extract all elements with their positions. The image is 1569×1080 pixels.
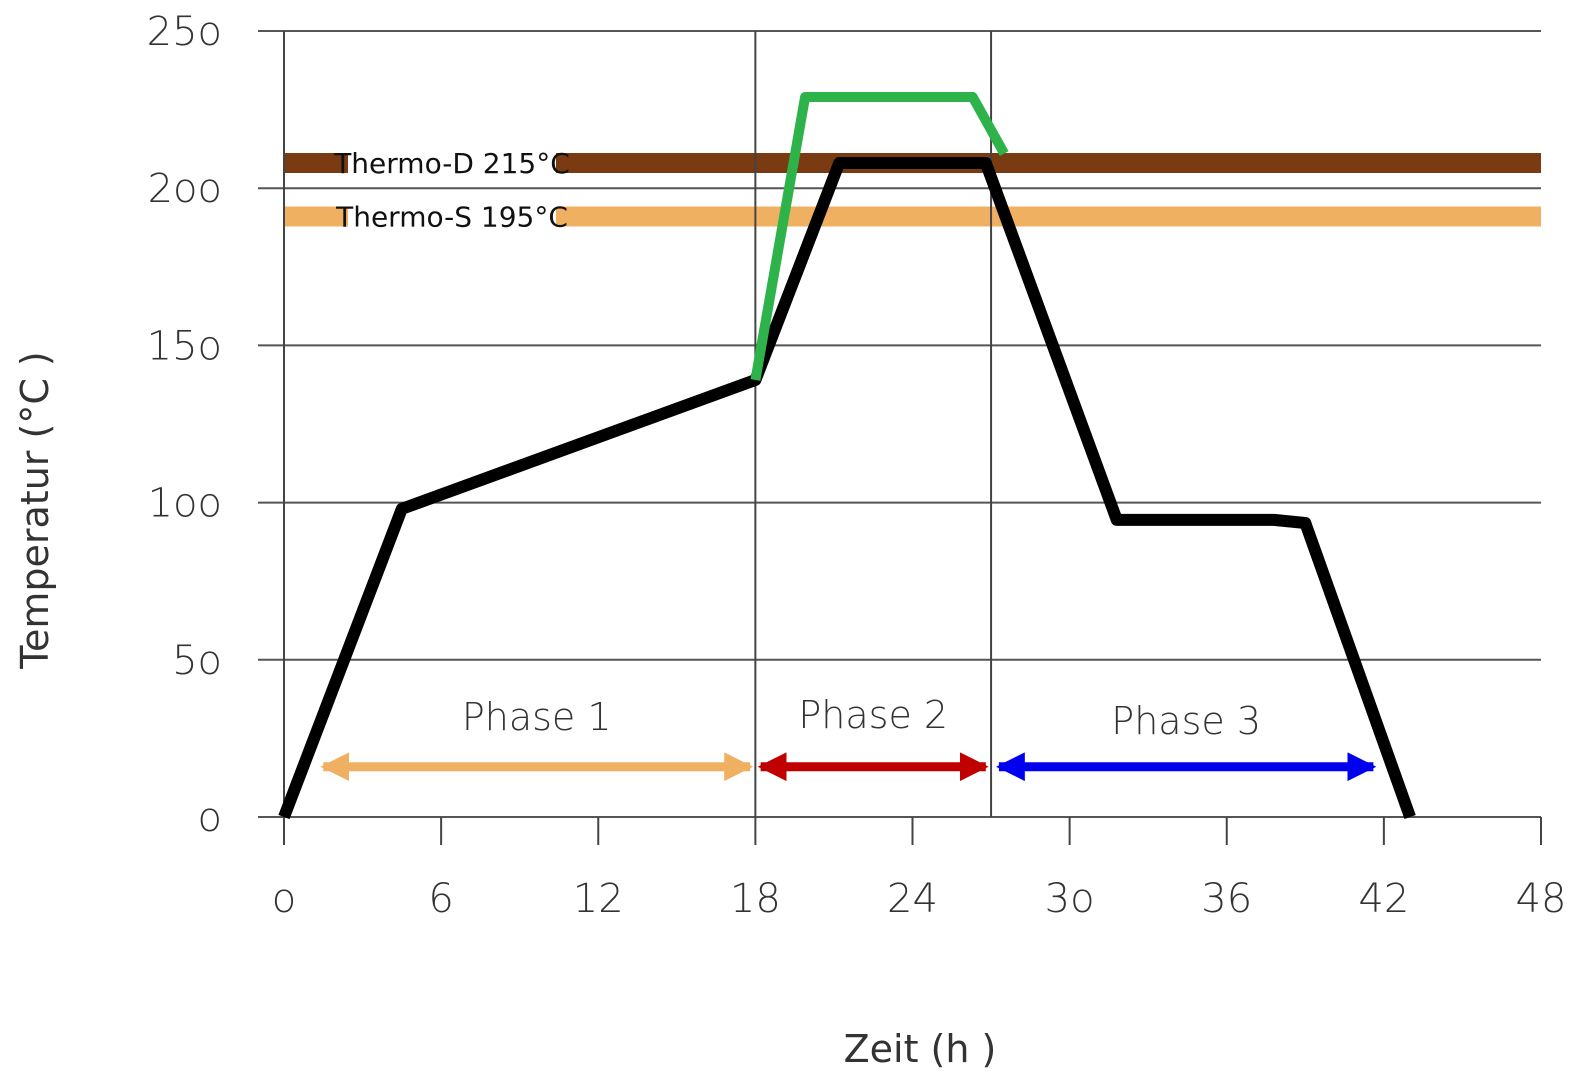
x-tick-label: 42 [1358, 876, 1409, 922]
x-tick-label: 18 [730, 876, 781, 922]
data-series [278, 92, 1416, 820]
x-tick-label: 6 [428, 876, 453, 922]
reference-band-label: Thermo-D 215°C [333, 147, 570, 180]
y-axis-title: Temperatur (°C ) [13, 351, 57, 670]
reference-band-label: Thermo-S 195°C [335, 200, 568, 233]
x-axis-title: Zeit (h ) [844, 1027, 997, 1071]
y-tick-label: 15o [147, 323, 222, 369]
phase-2-label: Phase 2 [798, 693, 948, 737]
x-tick-label: 12 [573, 876, 624, 922]
y-tick-label: 2oo [148, 166, 222, 212]
phase-1-label: Phase 1 [462, 695, 612, 739]
y-tick-label: 25o [147, 9, 222, 55]
phase-3-label: Phase 3 [1111, 699, 1261, 743]
x-tick-label: 3o [1045, 876, 1095, 922]
x-tick-label: 48 [1516, 876, 1567, 922]
x-tick-label: 36 [1201, 876, 1252, 922]
phase-annotations: Phase 1 Phase 2 Phase 3 [320, 693, 1377, 782]
axes: o 6 12 18 24 3o 36 42 48 [272, 817, 1567, 922]
x-tick-label: o [272, 876, 296, 922]
reference-bands: Thermo-D 215°C Thermo-S 195°C [284, 147, 1541, 233]
y-tick-label: o [198, 795, 222, 841]
temperature-line [278, 157, 1416, 820]
gridlines: o 5o 1oo 15o 2oo 25o [147, 9, 1541, 841]
x-tick-label: 24 [887, 876, 938, 922]
y-tick-label: 1oo [148, 481, 222, 527]
overshoot-line [750, 92, 1009, 381]
y-tick-label: 5o [172, 638, 222, 684]
